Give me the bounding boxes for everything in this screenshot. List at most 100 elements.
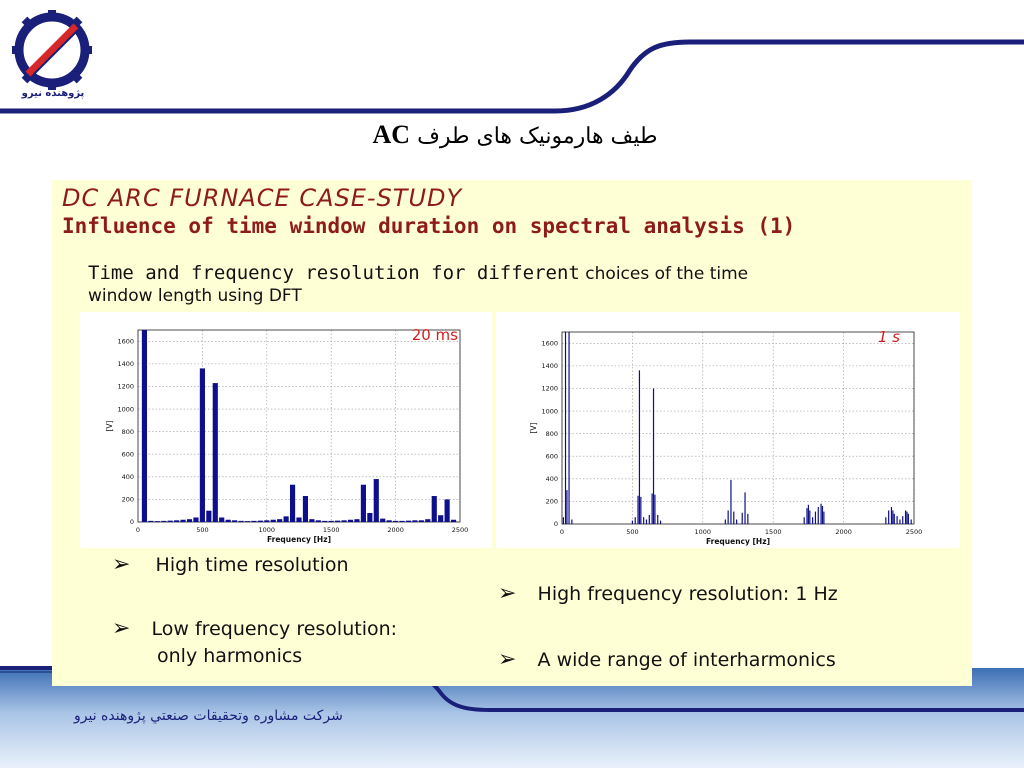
spectrum-bar	[335, 520, 341, 522]
spectrum-bar	[309, 519, 315, 522]
bullet-left-2-continued: only harmonics	[157, 645, 303, 667]
arrow-bullet-icon: ➢	[498, 647, 517, 672]
spectrum-bar	[141, 330, 148, 522]
x-tick-label: 2000	[387, 526, 404, 534]
x-tick-label: 0	[136, 526, 140, 534]
y-tick-label: 1000	[117, 405, 134, 413]
arrow-bullet-icon: ➢	[112, 552, 131, 577]
description-line-1-a: Time and frequency resolution for differ…	[88, 262, 580, 284]
arrow-bullet-icon: ➢	[498, 581, 517, 606]
spectrum-bar	[180, 519, 186, 522]
spectrum-bar	[328, 520, 334, 522]
spectrum-bar	[412, 520, 418, 522]
spectrum-bar	[212, 383, 218, 522]
x-axis-label: Frequency [Hz]	[706, 537, 770, 546]
spectrum-bar	[450, 519, 457, 522]
x-tick-label: 1000	[695, 528, 712, 536]
x-tick-label: 500	[196, 526, 208, 534]
influence-heading: Influence of time window duration on spe…	[62, 214, 796, 238]
y-tick-label: 600	[122, 450, 134, 458]
spectrum-bar	[380, 518, 386, 522]
y-tick-label: 1600	[541, 339, 558, 347]
x-tick-label: 500	[626, 528, 638, 536]
y-tick-label: 1200	[117, 383, 134, 391]
y-tick-label: 800	[122, 428, 134, 436]
y-tick-label: 1400	[117, 360, 134, 368]
window-length-annotation: 1 s	[878, 328, 900, 346]
spectrum-bar	[315, 520, 321, 522]
y-tick-label: 1000	[541, 407, 558, 415]
y-tick-label: 400	[546, 475, 558, 483]
y-axis-label: [V]	[529, 422, 538, 433]
spectrum-bar	[399, 520, 405, 522]
spectrum-bar	[373, 479, 379, 522]
x-tick-label: 1000	[259, 526, 276, 534]
spectrum-bar	[154, 521, 160, 522]
y-tick-label: 0	[554, 520, 558, 528]
x-tick-label: 2000	[835, 528, 852, 536]
bullet-left-1: ➢ High time resolution	[112, 552, 349, 577]
spectrum-bar	[238, 520, 244, 522]
spectrum-chart-1s: 0 500 1000 1500 2000 2500 0 200 400 600 800 1000 120…	[529, 328, 922, 546]
spectrum-bar	[386, 520, 392, 522]
spectrum-bar	[444, 499, 450, 522]
bullet-right-1: ➢ High frequency resolution: 1 Hz	[498, 581, 838, 606]
spectrum-bar	[174, 520, 180, 522]
spectrum-bar	[418, 520, 424, 522]
spectrum-bar	[148, 520, 154, 522]
slide-title: AC طیف هارمونیک های طرف	[300, 120, 730, 150]
spectrum-bar	[186, 519, 193, 522]
y-tick-label: 1600	[117, 337, 134, 345]
y-tick-label: 800	[546, 430, 558, 438]
description-line-1: Time and frequency resolution for differ…	[88, 262, 748, 284]
spectrum-bar	[296, 517, 302, 522]
spectrum-bar	[225, 519, 231, 522]
spectrum-bar	[322, 520, 328, 522]
spectrum-bar	[161, 520, 167, 522]
arrow-bullet-icon: ➢	[112, 616, 131, 641]
spectrum-bar	[277, 519, 283, 522]
spectrum-bar	[167, 520, 173, 522]
spectrum-chart-20ms: 0 500 1000 1500 2000 2500 0 200 400 600 800 1000 120…	[105, 326, 468, 544]
spectrum-bar	[393, 520, 399, 522]
spectrum-bar	[405, 520, 412, 522]
title-suffix: AC	[372, 120, 411, 149]
bullet-text: Low frequency resolution:	[151, 618, 398, 640]
chart-20ms-box: 0 500 1000 1500 2000 2500 0 200 400 600 800 1000 120…	[80, 312, 492, 548]
spectrum-bar	[354, 519, 360, 522]
description-line-2: window length using DFT	[88, 286, 302, 306]
footer-company-name: شركت مشاوره وتحقيقات صنعتي پژوهنده نيرو	[74, 708, 343, 724]
spectrum-bar	[219, 517, 225, 522]
y-tick-label: 1400	[541, 362, 558, 370]
spectrum-bar	[425, 519, 431, 522]
spectrum-bar	[199, 368, 205, 522]
y-tick-label: 200	[122, 496, 134, 504]
spectrum-bar	[289, 484, 296, 522]
spectrum-bar	[283, 516, 289, 522]
bullet-right-2: ➢ A wide range of interharmonics	[498, 647, 836, 672]
spectrum-bar	[367, 512, 373, 522]
spectrum-bar	[232, 520, 238, 522]
y-tick-label: 600	[546, 452, 558, 460]
y-tick-label: 200	[546, 498, 558, 506]
x-tick-label: 0	[560, 528, 564, 536]
company-logo-icon	[12, 10, 92, 90]
spectrum-bar	[341, 520, 347, 522]
x-axis-label: Frequency [Hz]	[267, 535, 331, 544]
y-axis-label: [V]	[105, 420, 114, 431]
title-text: طیف هارمونیک های طرف	[417, 124, 658, 149]
spectrum-bar	[257, 520, 263, 522]
y-tick-label: 400	[122, 473, 134, 481]
spectrum-bar	[431, 496, 437, 522]
y-tick-label: 1200	[541, 385, 558, 393]
chart-1s-box: 0 500 1000 1500 2000 2500 0 200 400 600 800 1000 120…	[496, 312, 960, 548]
spectrum-bar	[270, 519, 276, 522]
logo-text: پژوهنده نیرو	[21, 88, 85, 99]
spectrum-bar	[206, 510, 212, 522]
spectrum-bar	[302, 496, 309, 522]
plot-frame	[137, 329, 461, 523]
x-tick-label: 1500	[765, 528, 782, 536]
spectrum-bar	[264, 520, 270, 522]
spectrum-bar	[347, 519, 354, 522]
y-tick-label: 0	[130, 518, 134, 526]
